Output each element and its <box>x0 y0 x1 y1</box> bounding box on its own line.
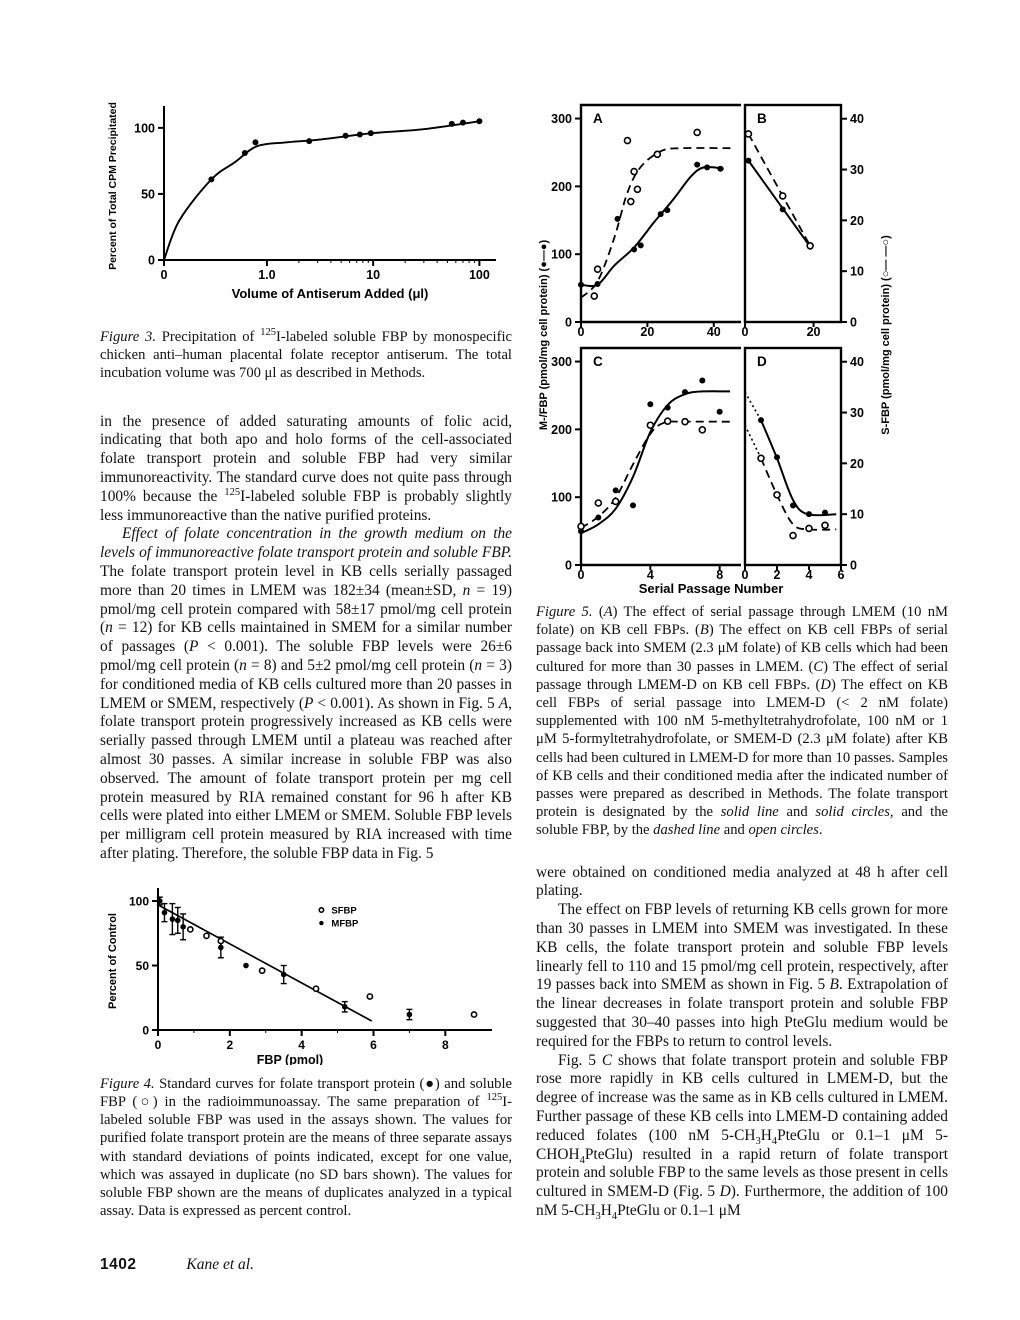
svg-text:A: A <box>593 111 603 126</box>
svg-text:4: 4 <box>647 568 654 582</box>
body-paragraph: The effect on FBP levels of returning KB… <box>536 901 949 1050</box>
svg-text:C: C <box>593 354 603 369</box>
svg-text:100: 100 <box>134 121 155 135</box>
svg-text:100: 100 <box>469 268 490 282</box>
svg-text:Percent of Total CPM Precipita: Percent of Total CPM Precipitated <box>107 102 119 270</box>
figure4-caption: Figure 4. Standard curves for folate tra… <box>100 1075 512 1220</box>
svg-text:30: 30 <box>850 406 864 420</box>
figure4-plot: 0 50 100 0 2 4 6 8 FBP (pmol) Percent of Control S… <box>107 887 492 1065</box>
svg-text:50: 50 <box>141 187 155 201</box>
svg-text:S-FBP (pmol/mg cell protein) (: S-FBP (pmol/mg cell protein) (○— —○) <box>880 235 892 435</box>
figure3-plot: 0 50 100 0 1.0 10 100 Volume of Antiserum Added… <box>107 102 496 301</box>
svg-text:0: 0 <box>850 559 857 573</box>
svg-text:20: 20 <box>807 325 821 339</box>
svg-text:SFBP: SFBP <box>331 905 357 916</box>
svg-text:0: 0 <box>161 268 168 282</box>
svg-text:MFBP: MFBP <box>331 918 359 929</box>
right-column: 0 100 200 300 0 20 40 A 0 10 20 30 40 0 20 B 0 100 200 300 0… <box>536 95 949 1223</box>
svg-text:20: 20 <box>640 325 654 339</box>
svg-text:8: 8 <box>716 568 723 582</box>
svg-text:0: 0 <box>565 316 572 330</box>
svg-text:200: 200 <box>551 180 572 194</box>
svg-text:Percent of Control: Percent of Control <box>107 913 119 1009</box>
svg-text:4: 4 <box>298 1038 305 1052</box>
svg-text:1.0: 1.0 <box>258 268 275 282</box>
svg-text:FBP (pmol): FBP (pmol) <box>257 1053 323 1065</box>
figure5-caption: Figure 5. (A) The effect of serial passa… <box>536 604 948 839</box>
svg-text:100: 100 <box>551 248 572 262</box>
svg-text:300: 300 <box>551 112 572 126</box>
svg-text:50: 50 <box>136 959 150 973</box>
svg-text:10: 10 <box>850 508 864 522</box>
body-paragraph: Effect of folate concentration in the gr… <box>100 525 512 862</box>
left-column: 0 50 100 0 1.0 10 100 Volume of Antiserum Added… <box>100 100 512 1220</box>
figure4-block: 0 50 100 0 2 4 6 8 FBP (pmol) Percent of Control S… <box>100 880 512 1221</box>
svg-text:20: 20 <box>850 214 864 228</box>
svg-text:20: 20 <box>850 457 864 471</box>
svg-text:0: 0 <box>565 559 572 573</box>
svg-text:6: 6 <box>370 1038 377 1052</box>
svg-text:D: D <box>757 354 767 369</box>
svg-text:10: 10 <box>366 268 380 282</box>
svg-text:40: 40 <box>850 355 864 369</box>
svg-text:0: 0 <box>742 325 749 339</box>
svg-text:B: B <box>757 111 767 126</box>
body-paragraph: were obtained on conditioned media analy… <box>536 863 948 900</box>
svg-text:40: 40 <box>707 325 721 339</box>
body-paragraph: in the presence of added saturating amou… <box>100 412 512 524</box>
svg-text:Serial Passage Number: Serial Passage Number <box>639 581 784 595</box>
svg-text:300: 300 <box>551 355 572 369</box>
svg-text:0: 0 <box>148 254 155 268</box>
body-paragraph: Fig. 5 C shows that folate transport pro… <box>536 1051 949 1223</box>
figure3-caption: Figure 3. Precipitation of 125I-labeled … <box>100 327 512 382</box>
svg-text:0: 0 <box>578 325 585 339</box>
running-authors: Kane et al. <box>186 1256 254 1273</box>
svg-text:0: 0 <box>850 316 857 330</box>
svg-text:Volume of Antiserum Added (μl): Volume of Antiserum Added (μl) <box>232 286 429 301</box>
svg-text:10: 10 <box>850 265 864 279</box>
svg-text:0: 0 <box>578 568 585 582</box>
svg-text:0: 0 <box>155 1038 162 1052</box>
svg-text:0: 0 <box>142 1023 149 1037</box>
svg-text:100: 100 <box>551 491 572 505</box>
svg-text:4: 4 <box>806 568 813 582</box>
svg-text:100: 100 <box>129 894 149 908</box>
page-footer: 1402 Kane et al. <box>100 1256 512 1274</box>
svg-text:8: 8 <box>442 1038 449 1052</box>
svg-text:30: 30 <box>850 163 864 177</box>
svg-text:40: 40 <box>850 112 864 126</box>
svg-text:0: 0 <box>742 568 749 582</box>
svg-text:200: 200 <box>551 423 572 437</box>
page-number: 1402 <box>100 1256 137 1273</box>
svg-text:M-/FBP (pmol/mg cell protein): M-/FBP (pmol/mg cell protein) (●—●) <box>538 240 550 431</box>
svg-text:2: 2 <box>226 1038 233 1052</box>
svg-text:6: 6 <box>838 568 845 582</box>
svg-text:2: 2 <box>774 568 781 582</box>
